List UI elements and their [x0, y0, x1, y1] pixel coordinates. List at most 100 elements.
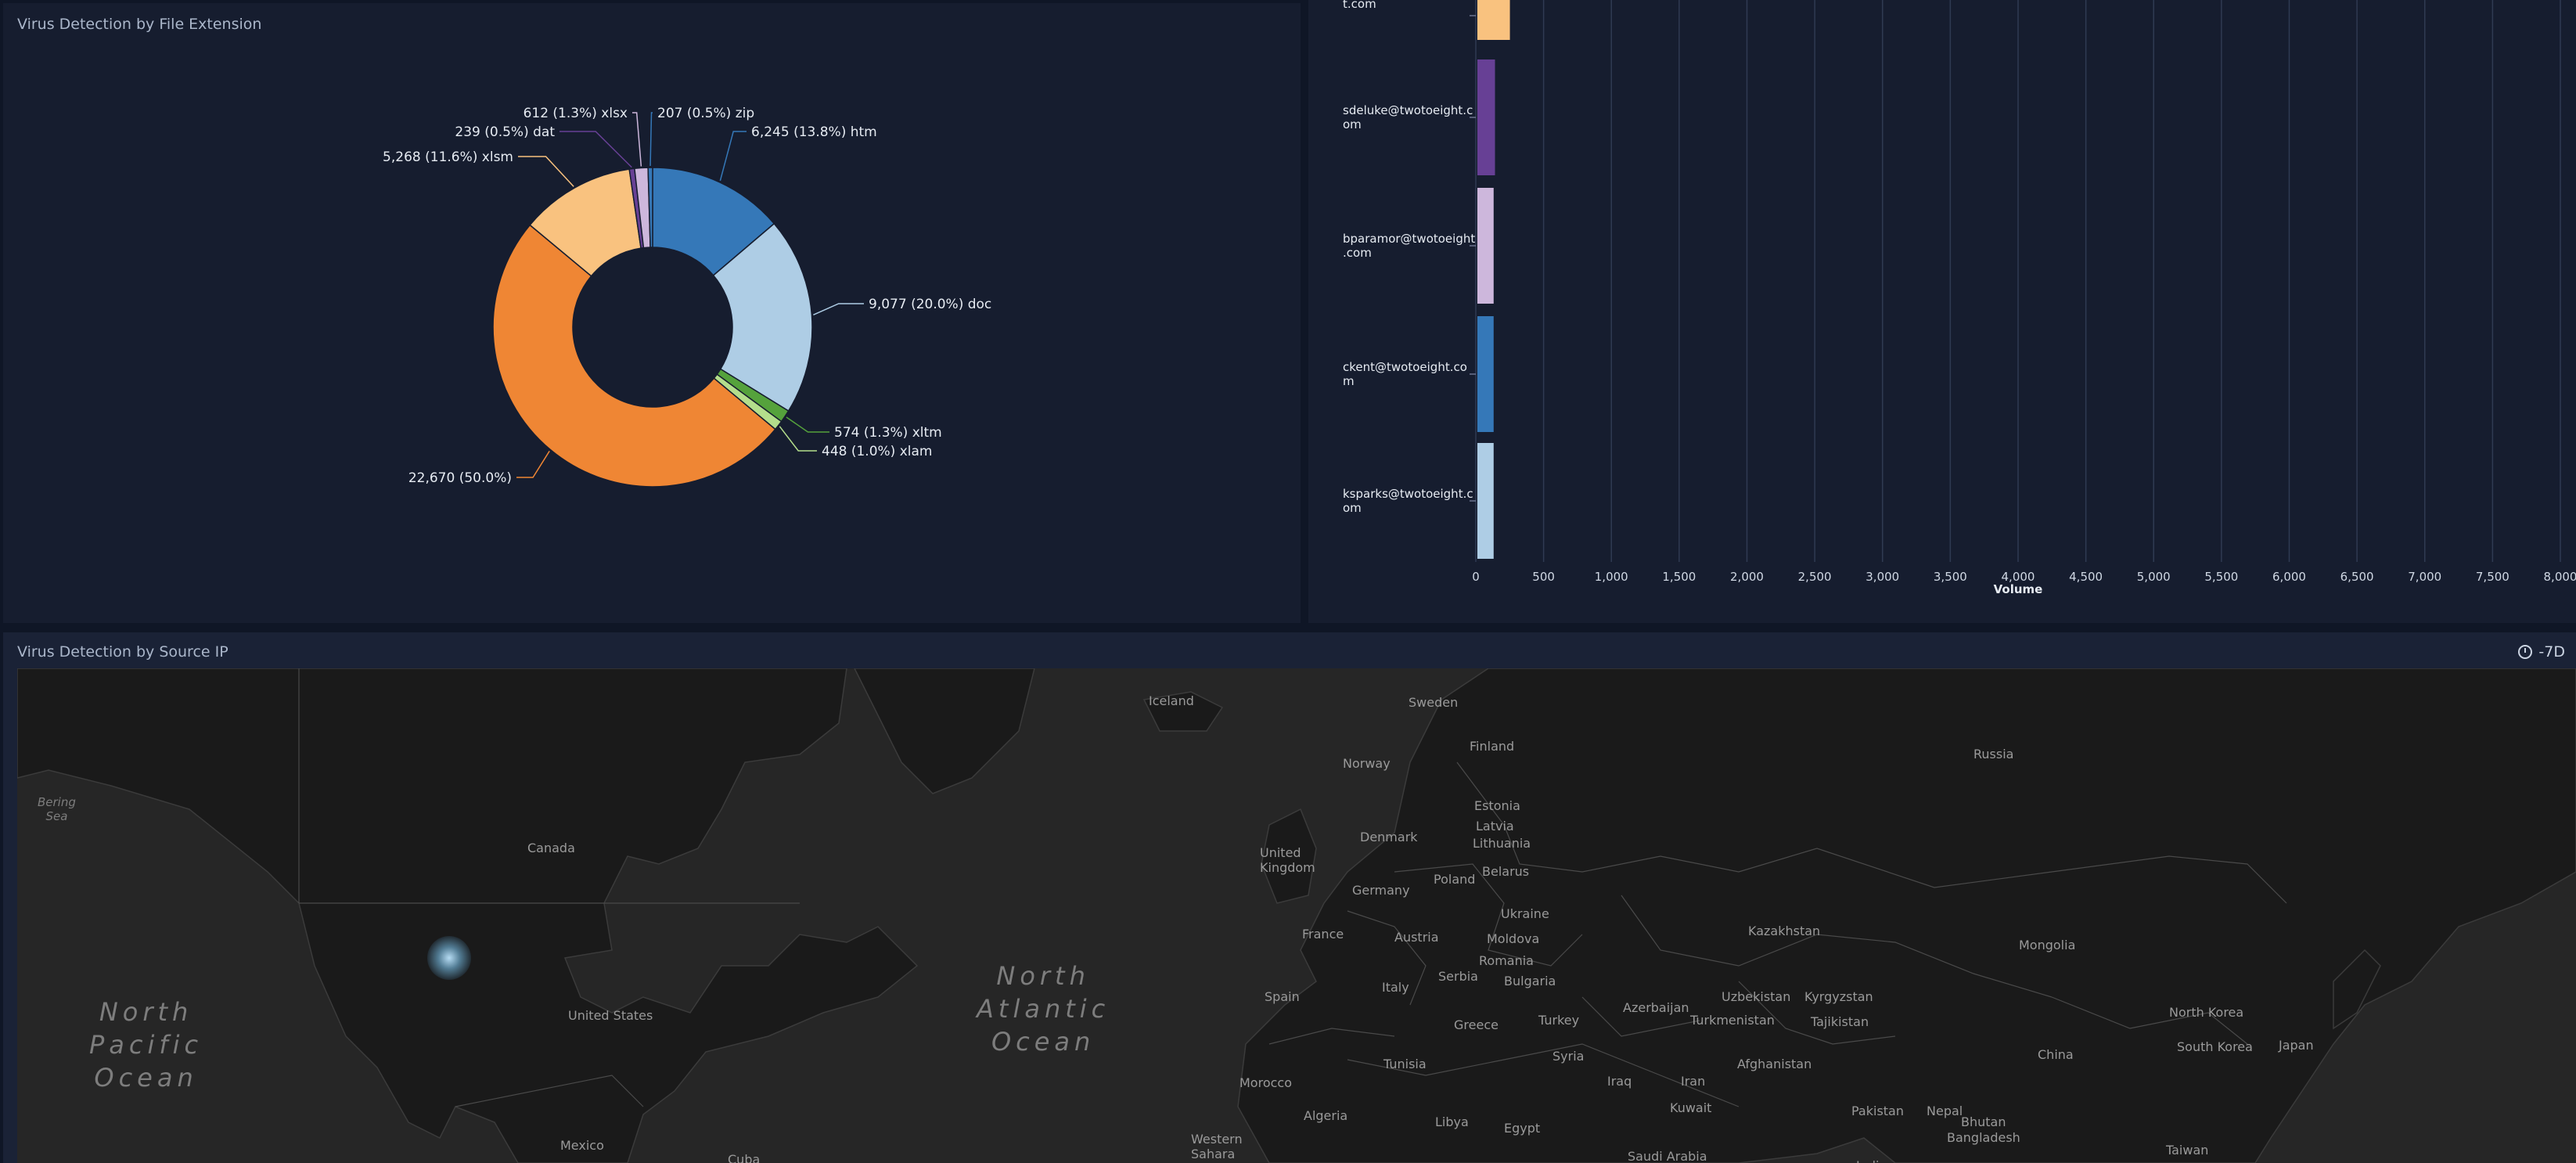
category-label: ksparks@twotoeight.c om [1343, 487, 1473, 515]
panel-title: Virus Detection by Source IP [17, 643, 228, 661]
leader-line [516, 450, 550, 478]
map-landmass [17, 668, 2576, 1163]
map-country-label: Finland [1470, 739, 1515, 754]
category-label: bparamor@twotoeight .com [1343, 232, 1475, 260]
x-tick-label: 3,500 [1934, 570, 1967, 584]
x-tick-label: 2,500 [1798, 570, 1832, 584]
x-tick-label: 500 [1532, 570, 1555, 584]
map-country-label: Canada [527, 841, 575, 855]
map-country-label: Mexico [560, 1138, 604, 1153]
map-country-label: Azerbaijan [1623, 1000, 1689, 1015]
map-country-label: Syria [1552, 1049, 1585, 1064]
map-country-label: Tunisia [1383, 1057, 1427, 1071]
map-country-label: Turkey [1538, 1013, 1580, 1028]
map-country-label: France [1302, 927, 1344, 942]
map-country-label: United States [568, 1008, 653, 1023]
user-volume-panel: 0 500 1,000 1,500 2,000 2,500 3,000 3,500 4,000 4… [1308, 0, 2576, 623]
x-tick-label: 3,000 [1865, 570, 1899, 584]
leader-line [559, 131, 632, 168]
map-country-label: Libya [1435, 1114, 1469, 1129]
leader-line [813, 303, 864, 315]
x-tick-label: 0 [1472, 570, 1480, 584]
map-country-label: Morocco [1239, 1075, 1292, 1090]
map-country-label: Serbia [1438, 969, 1478, 984]
slice-label: 612 (1.3%) xlsx [523, 106, 628, 121]
category-label: ckent@twotoeight.co m [1343, 360, 1467, 388]
map-country-label: Kazakhstan [1748, 924, 1821, 938]
slice-label: 5,268 (11.6%) xlsm [383, 149, 513, 165]
map-country-label: Bhutan [1961, 1114, 2006, 1129]
x-tick-label: 5,000 [2137, 570, 2171, 584]
map-country-label: China [2038, 1047, 2074, 1062]
bar[interactable] [1477, 443, 1494, 559]
donut-slice-zip[interactable] [647, 167, 653, 248]
map-country-label: Kuwait [1670, 1100, 1712, 1115]
slice-label: 6,245 (13.8%) htm [751, 124, 877, 140]
map-country-label: Afghanistan [1737, 1057, 1812, 1071]
leader-line [719, 131, 747, 182]
leader-line [632, 112, 642, 167]
map-country-label: Nepal [1927, 1104, 1963, 1118]
x-tick-label: 8,000 [2544, 570, 2576, 584]
panel-title: Virus Detection by File Extension [17, 16, 262, 33]
map-country-label: Uzbekistan [1722, 989, 1791, 1004]
leader-line [786, 416, 829, 433]
map-country-label: Latvia [1476, 819, 1514, 834]
bar[interactable] [1477, 316, 1494, 432]
map-country-label: Iceland [1149, 693, 1194, 708]
map-country-label: Tajikistan [1811, 1014, 1869, 1029]
leader-line [518, 156, 574, 187]
map-country-label: Poland [1434, 872, 1476, 887]
map-country-label: Cuba [728, 1152, 761, 1163]
x-tick-label: 2,000 [1730, 570, 1764, 584]
x-tick-label: 7,000 [2408, 570, 2441, 584]
x-tick-label: 1,500 [1662, 570, 1696, 584]
x-tick-label: 4,000 [2002, 570, 2035, 584]
map-country-label: Greece [1454, 1017, 1498, 1032]
leader-line [649, 112, 653, 167]
donut-slice-other[interactable] [492, 224, 776, 488]
x-tick-label: 5,500 [2204, 570, 2238, 584]
map-country-label: Mongolia [2019, 938, 2076, 952]
bar[interactable] [1477, 59, 1495, 175]
bar[interactable] [1477, 0, 1510, 40]
x-tick-label: 6,000 [2272, 570, 2306, 584]
map-country-label: Turkmenistan [1690, 1013, 1775, 1028]
map-country-label: Sweden [1409, 695, 1459, 710]
map-country-label: Norway [1343, 756, 1391, 771]
slice-label: 448 (1.0%) xlam [822, 444, 932, 459]
category-label: t.com [1343, 0, 1376, 11]
map-country-label: Algeria [1304, 1108, 1348, 1123]
time-range-badge[interactable]: -7D [2518, 643, 2565, 661]
map-country-label: Germany [1352, 883, 1410, 898]
slice-label: 574 (1.3%) xltm [834, 425, 942, 441]
clock-icon [2518, 645, 2533, 659]
map-country-label: North Korea [2169, 1005, 2244, 1020]
map-country-label: Pakistan [1851, 1104, 1904, 1118]
map-country-label: United Kingdom [1260, 845, 1315, 875]
slice-label: 207 (0.5%) zip [657, 106, 754, 121]
slice-label: 9,077 (20.0%) doc [869, 297, 991, 312]
map-country-label: Belarus [1482, 864, 1530, 879]
map-country-label: Estonia [1474, 798, 1520, 813]
map-country-label: Austria [1394, 930, 1439, 945]
file-extension-panel: Virus Detection by File Extension 6,245 … [3, 3, 1301, 623]
slice-label: 22,670 (50.0%) [408, 470, 512, 486]
map-country-label: Egypt [1504, 1121, 1541, 1136]
donut-slice-doc[interactable] [712, 222, 813, 412]
bar[interactable] [1477, 188, 1494, 304]
world-map[interactable]: Iceland Sweden Finland Norway Russia Estonia L… [17, 668, 2576, 1163]
map-country-label: Romania [1479, 953, 1534, 968]
map-country-label: Spain [1265, 989, 1300, 1004]
donut-chart: 6,245 (13.8%) htm 9,077 (20.0%) doc 574 (1… [383, 106, 991, 488]
map-country-label: Lithuania [1473, 836, 1531, 851]
map-country-label: Western Sahara [1191, 1132, 1243, 1161]
map-country-label: Taiwan [2166, 1143, 2209, 1158]
map-sea-label: Bering Sea [38, 795, 76, 823]
time-range-label: -7D [2538, 643, 2565, 661]
x-tick-label: 7,500 [2476, 570, 2509, 584]
map-country-label: Kyrgyzstan [1804, 989, 1873, 1004]
source-ip-hotspot[interactable] [427, 936, 471, 980]
map-country-label: Japan [2279, 1038, 2314, 1053]
map-country-label: Iraq [1607, 1074, 1632, 1089]
